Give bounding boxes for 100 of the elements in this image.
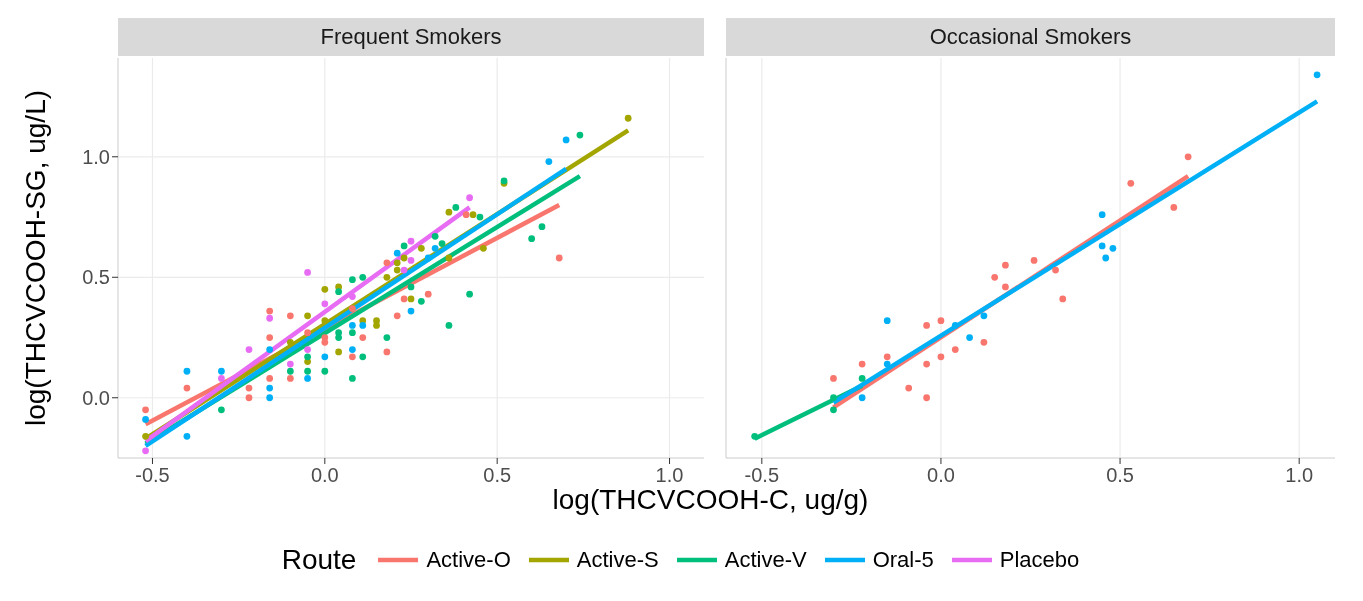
point xyxy=(417,244,425,252)
point xyxy=(266,307,274,315)
point xyxy=(245,346,253,353)
point xyxy=(991,273,999,281)
point xyxy=(1030,257,1038,264)
point xyxy=(883,360,891,368)
point xyxy=(923,394,930,402)
point xyxy=(1109,244,1117,252)
point xyxy=(937,317,945,325)
point xyxy=(349,346,356,353)
point xyxy=(1170,204,1178,211)
point xyxy=(393,259,401,267)
point xyxy=(393,249,401,257)
point xyxy=(407,295,415,303)
point xyxy=(359,322,367,329)
point xyxy=(545,158,553,165)
point xyxy=(335,288,342,296)
point xyxy=(183,384,191,392)
point xyxy=(476,213,484,221)
point xyxy=(266,334,274,341)
point xyxy=(286,375,294,382)
point xyxy=(359,334,367,341)
chart-title: Frequent Smokers xyxy=(118,18,704,56)
point xyxy=(538,223,546,231)
point xyxy=(142,406,149,414)
point xyxy=(937,353,945,361)
point xyxy=(142,432,149,440)
x-tick-label: 0.5 xyxy=(1106,464,1134,486)
point xyxy=(266,384,274,392)
point xyxy=(407,307,415,315)
point xyxy=(383,348,391,356)
point xyxy=(576,131,584,139)
point xyxy=(480,244,487,252)
point xyxy=(321,353,329,361)
point xyxy=(469,211,477,218)
point xyxy=(304,329,311,337)
point xyxy=(266,346,274,353)
point xyxy=(466,194,473,202)
point xyxy=(1102,254,1110,262)
x-axis-title: log(THCVCOOH-C, ug/g) xyxy=(552,484,869,515)
point xyxy=(528,235,536,243)
point xyxy=(445,208,453,216)
point xyxy=(383,334,391,341)
point xyxy=(431,232,439,240)
legend-label: Active-O xyxy=(426,547,511,573)
point xyxy=(1313,71,1321,79)
point xyxy=(1002,283,1009,291)
point xyxy=(383,273,391,281)
x-tick-label: 0.5 xyxy=(483,464,512,486)
x-tick-label: -0.5 xyxy=(744,464,780,486)
x-tick-label: 0.0 xyxy=(927,464,955,486)
point xyxy=(245,384,253,392)
point xyxy=(923,322,930,329)
point xyxy=(980,338,988,346)
point xyxy=(951,346,959,353)
point xyxy=(1052,266,1059,274)
legend-label: Active-S xyxy=(576,547,659,573)
point xyxy=(349,276,356,284)
point xyxy=(359,273,367,281)
legend-label: Oral-5 xyxy=(872,547,934,573)
point xyxy=(424,290,432,298)
point xyxy=(349,305,356,312)
point xyxy=(304,353,311,361)
point xyxy=(438,240,446,247)
point xyxy=(1098,211,1106,218)
point xyxy=(183,367,191,375)
point xyxy=(1127,179,1135,187)
x-tick-label: 1.0 xyxy=(655,464,684,486)
point xyxy=(304,346,311,353)
point xyxy=(349,293,356,300)
point xyxy=(407,257,415,264)
legend-title: Route xyxy=(281,544,357,576)
point xyxy=(466,290,473,298)
point xyxy=(400,242,408,250)
point xyxy=(304,375,311,382)
point xyxy=(393,266,401,274)
point xyxy=(335,348,342,356)
point xyxy=(349,353,356,361)
point xyxy=(349,322,356,329)
point xyxy=(858,394,866,402)
point xyxy=(266,375,274,382)
point xyxy=(830,375,837,382)
point xyxy=(858,360,866,368)
point xyxy=(980,312,988,320)
y-tick-label: 0.0 xyxy=(82,386,110,409)
point xyxy=(462,211,470,218)
x-tick-label: -0.5 xyxy=(135,464,170,486)
point xyxy=(266,394,274,402)
point xyxy=(445,322,453,329)
point xyxy=(393,312,401,320)
point xyxy=(624,114,632,122)
point xyxy=(431,244,439,252)
point xyxy=(349,329,356,337)
point xyxy=(383,259,391,267)
point xyxy=(349,375,356,382)
x-tick-label: 1.0 xyxy=(1285,464,1314,486)
point xyxy=(335,334,342,341)
point xyxy=(321,367,329,375)
point xyxy=(286,367,294,375)
point xyxy=(218,375,225,382)
